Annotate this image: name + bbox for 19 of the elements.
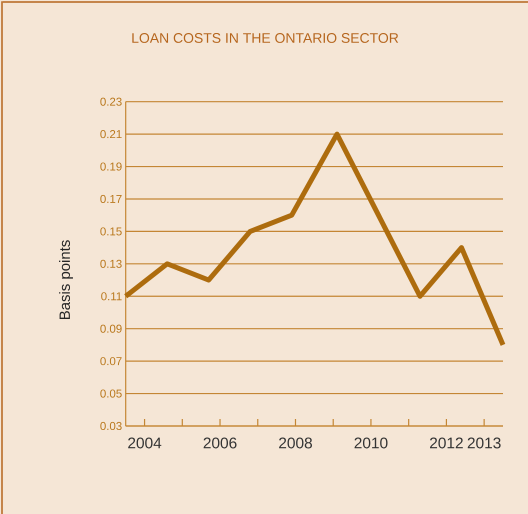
x-tick-label: 2013 — [468, 438, 501, 448]
y-tick-label: 0.21 — [100, 130, 122, 138]
y-tick-label: 0.17 — [100, 194, 122, 204]
y-tick-label: 0.07 — [100, 357, 122, 366]
x-tick-label: 2010 — [354, 438, 388, 448]
y-tick-label: 0.05 — [100, 390, 122, 398]
y-tick-label: 0.19 — [100, 162, 122, 171]
x-tick-label: 2006 — [204, 438, 237, 448]
y-axis-title: Basis points — [59, 240, 73, 320]
y-tick-label: 0.15 — [100, 227, 122, 236]
x-tick-label: 2012 — [430, 438, 463, 448]
y-tick-label: 0.11 — [101, 292, 122, 300]
y-tick-label: 0.23 — [100, 98, 122, 106]
chart-title: LOAN COSTS IN THE ONTARIO SECTOR — [132, 33, 398, 43]
x-tick-label: 2008 — [279, 438, 312, 448]
x-tick-label: 2004 — [128, 438, 162, 448]
y-tick-label: 0.09 — [100, 324, 122, 333]
y-tick-label: 0.13 — [100, 260, 122, 268]
y-tick-label: 0.03 — [100, 422, 122, 430]
